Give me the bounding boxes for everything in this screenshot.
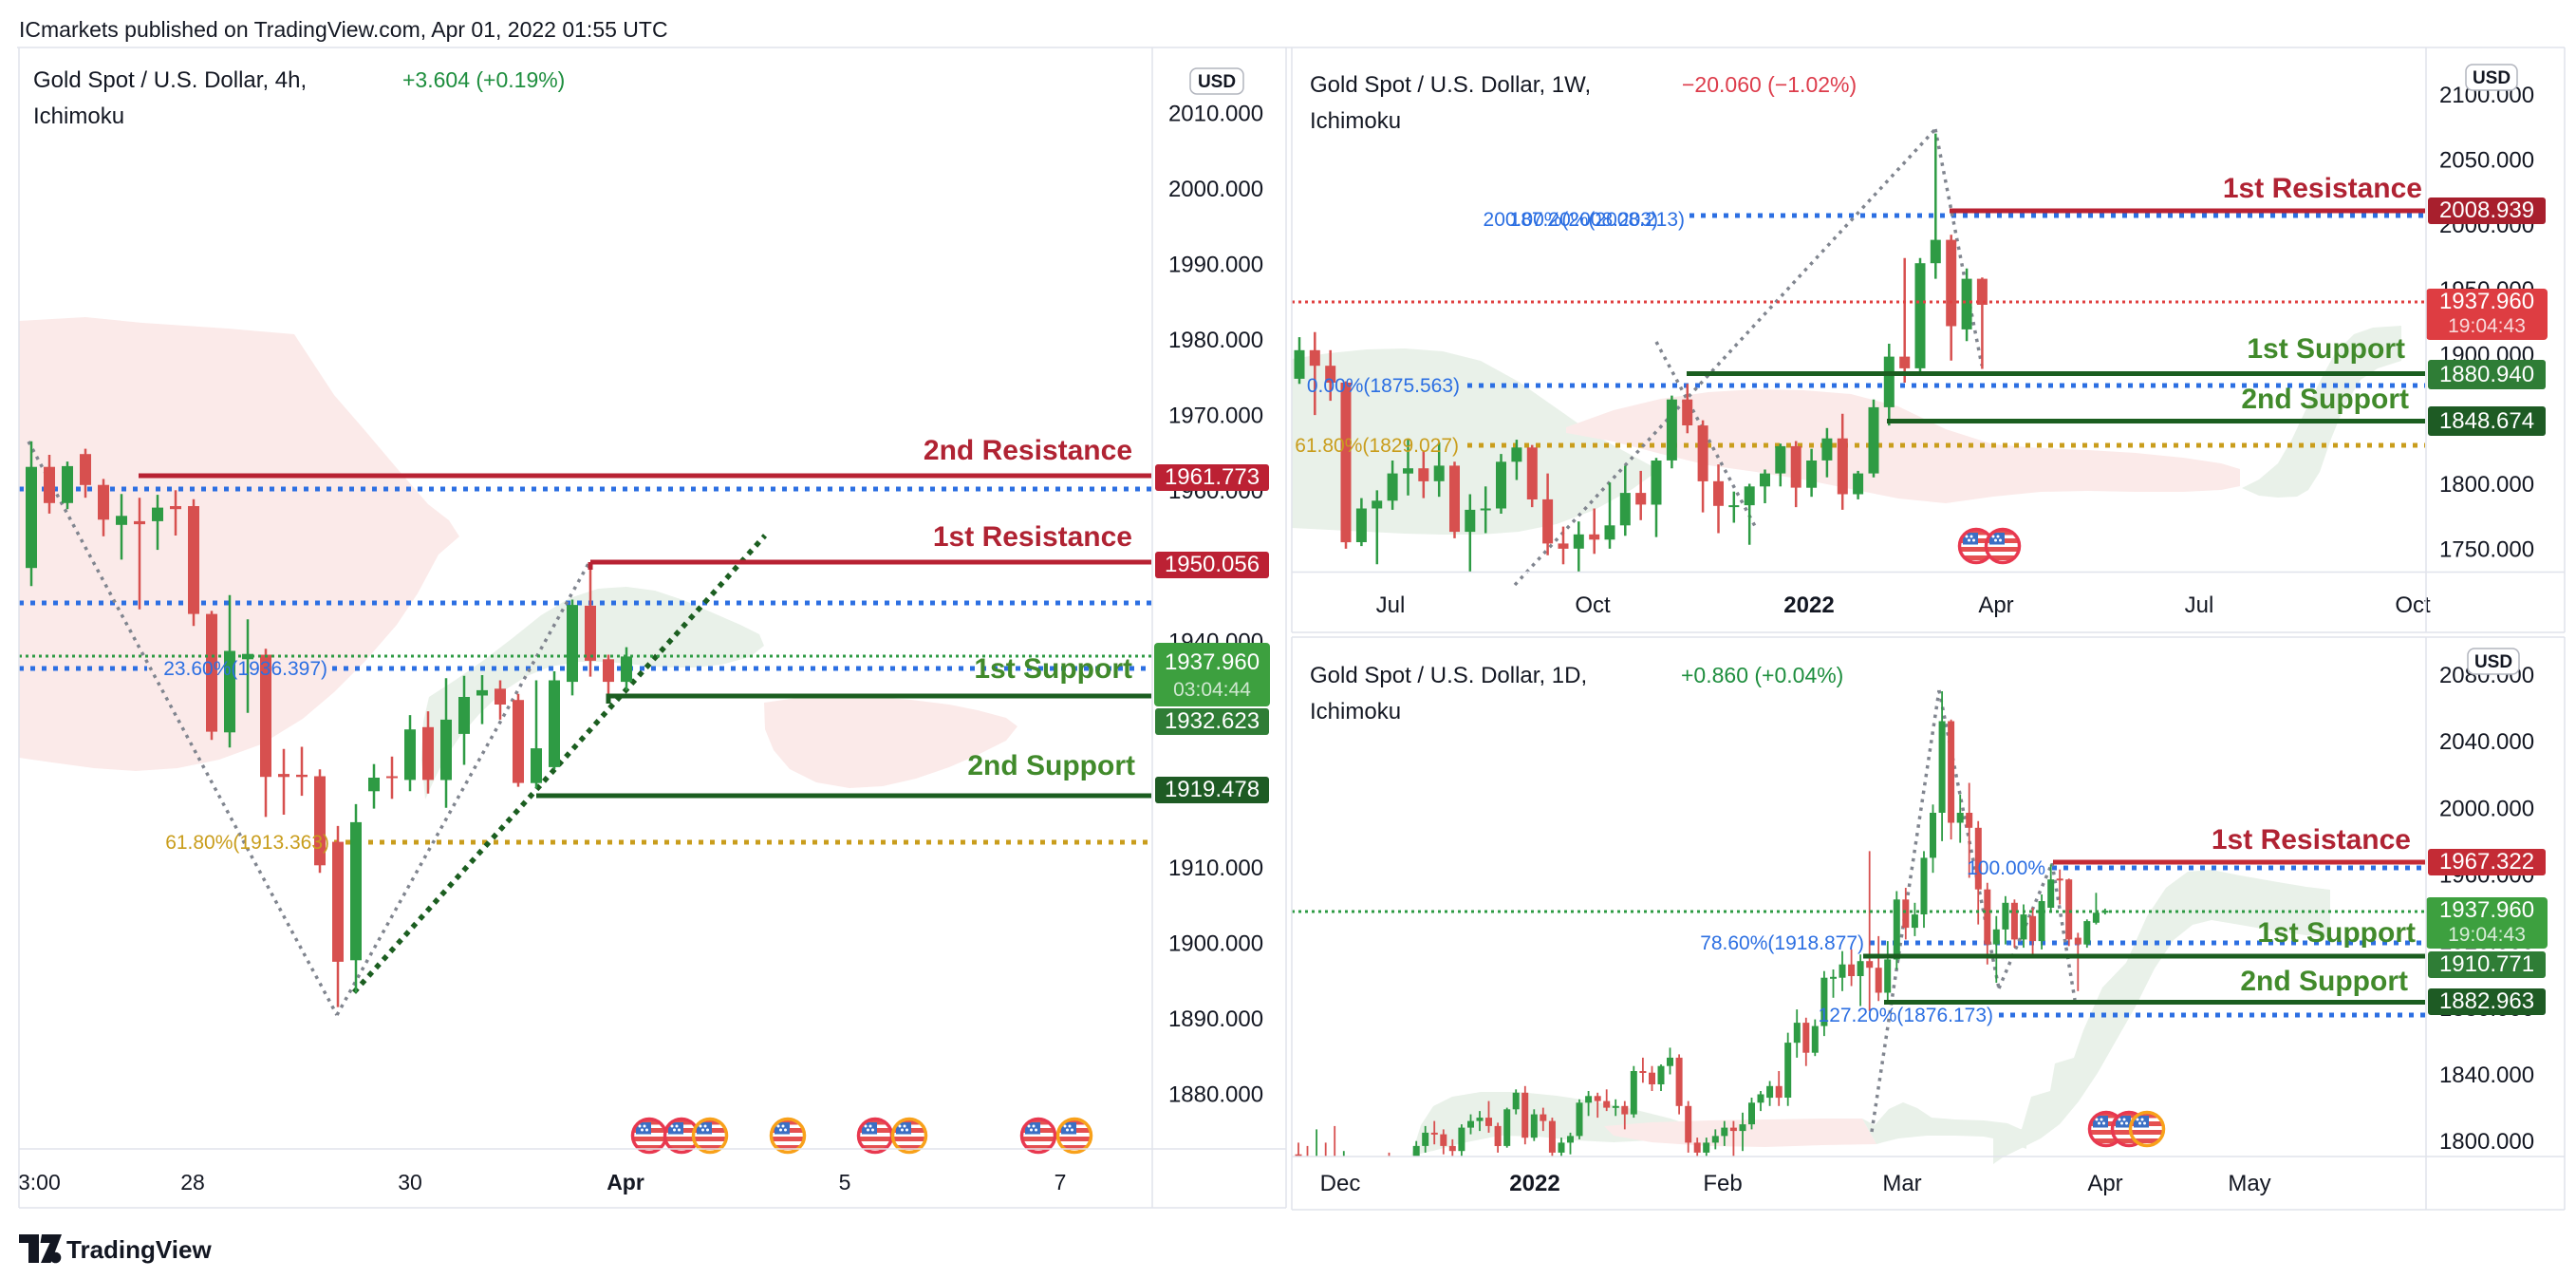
svg-text:2nd Support: 2nd Support	[967, 750, 1135, 781]
svg-text:3:00: 3:00	[18, 1170, 61, 1194]
svg-text:May: May	[2228, 1171, 2270, 1196]
svg-text:+3.604 (+0.19%): +3.604 (+0.19%)	[402, 67, 565, 92]
svg-text:+0.860 (+0.04%): +0.860 (+0.04%)	[1681, 663, 1843, 687]
svg-text:1848.674: 1848.674	[2439, 408, 2534, 434]
svg-text:ICmarkets published on Trading: ICmarkets published on TradingView.com, …	[19, 17, 668, 42]
svg-text:19:04:43: 19:04:43	[2448, 315, 2526, 337]
svg-text:USD: USD	[2473, 68, 2511, 88]
svg-text:Mar: Mar	[1882, 1171, 1921, 1196]
svg-text:03:04:44: 03:04:44	[1173, 679, 1251, 701]
svg-text:61.80%(1829.027): 61.80%(1829.027)	[1295, 435, 1459, 457]
svg-text:1990.000: 1990.000	[1168, 252, 1263, 277]
svg-text:1st Support: 1st Support	[2247, 333, 2405, 365]
svg-text:1750.000: 1750.000	[2439, 536, 2534, 562]
svg-text:−20.060 (−1.02%): −20.060 (−1.02%)	[1682, 72, 1857, 97]
svg-text:TradingView: TradingView	[66, 1235, 212, 1264]
svg-text:127.20%(1876.173): 127.20%(1876.173)	[1819, 1005, 1993, 1026]
svg-text:1st Resistance: 1st Resistance	[933, 521, 1132, 553]
svg-text:23.60%(1936.397): 23.60%(1936.397)	[163, 658, 327, 680]
svg-text:2022: 2022	[1509, 1171, 1559, 1196]
svg-text:Apr: Apr	[1978, 592, 2013, 618]
svg-text:1937.960: 1937.960	[1165, 649, 1260, 675]
svg-text:1800.000: 1800.000	[2439, 1129, 2534, 1155]
svg-text:30: 30	[398, 1170, 422, 1194]
svg-text:Oct: Oct	[2395, 592, 2431, 618]
svg-text:1950.056: 1950.056	[1165, 552, 1260, 577]
svg-text:1910.771: 1910.771	[2439, 951, 2534, 977]
svg-text:Apr: Apr	[607, 1170, 644, 1194]
svg-text:USD: USD	[2474, 652, 2512, 672]
svg-text:1880.940: 1880.940	[2439, 362, 2534, 387]
svg-text:1961.773: 1961.773	[1165, 464, 1260, 490]
svg-text:Ichimoku: Ichimoku	[1310, 699, 1401, 724]
svg-text:100.00%: 100.00%	[1967, 857, 2045, 879]
svg-text:1840.000: 1840.000	[2439, 1063, 2534, 1088]
svg-text:Gold Spot / U.S. Dollar, 1D,: Gold Spot / U.S. Dollar, 1D,	[1310, 663, 1587, 688]
svg-text:Jul: Jul	[1376, 592, 1406, 618]
svg-text:2nd Support: 2nd Support	[2241, 384, 2409, 415]
svg-text:1882.963: 1882.963	[2439, 988, 2534, 1014]
svg-text:Ichimoku: Ichimoku	[33, 103, 124, 129]
svg-text:1880.000: 1880.000	[1168, 1082, 1263, 1108]
svg-text:2nd Resistance: 2nd Resistance	[924, 435, 1132, 466]
svg-text:1980.000: 1980.000	[1168, 328, 1263, 353]
svg-text:Jul: Jul	[2185, 592, 2214, 618]
svg-text:187.20%(2008.213): 187.20%(2008.213)	[1510, 209, 1685, 231]
svg-text:2000.000: 2000.000	[2439, 796, 2534, 821]
svg-text:2050.000: 2050.000	[2439, 147, 2534, 173]
svg-text:19:04:43: 19:04:43	[2448, 924, 2526, 946]
svg-text:2022: 2022	[1783, 592, 1834, 618]
svg-text:2008.939: 2008.939	[2439, 197, 2534, 223]
svg-text:1932.623: 1932.623	[1165, 708, 1260, 734]
svg-text:2nd Support: 2nd Support	[2240, 966, 2408, 997]
svg-text:1st Support: 1st Support	[2257, 917, 2416, 949]
svg-text:Feb: Feb	[1703, 1171, 1742, 1196]
svg-text:Apr: Apr	[2087, 1171, 2122, 1196]
svg-text:2000.000: 2000.000	[1168, 177, 1263, 202]
svg-text:28: 28	[180, 1170, 205, 1194]
svg-text:Gold Spot / U.S. Dollar, 1W,: Gold Spot / U.S. Dollar, 1W,	[1310, 72, 1591, 98]
svg-text:78.60%(1918.877): 78.60%(1918.877)	[1700, 932, 1864, 954]
svg-text:1900.000: 1900.000	[1168, 931, 1263, 957]
svg-text:Gold Spot / U.S. Dollar, 4h,: Gold Spot / U.S. Dollar, 4h,	[33, 67, 307, 93]
svg-text:1st Resistance: 1st Resistance	[2212, 824, 2411, 856]
svg-text:Ichimoku: Ichimoku	[1310, 108, 1401, 134]
svg-text:1800.000: 1800.000	[2439, 472, 2534, 498]
svg-text:1919.478: 1919.478	[1165, 777, 1260, 802]
svg-text:1910.000: 1910.000	[1168, 856, 1263, 881]
svg-text:1970.000: 1970.000	[1168, 403, 1263, 428]
svg-text:1890.000: 1890.000	[1168, 1006, 1263, 1032]
svg-text:Oct: Oct	[1575, 592, 1611, 618]
svg-text:5: 5	[839, 1170, 851, 1194]
svg-text:1937.960: 1937.960	[2439, 289, 2534, 314]
svg-text:1st Resistance: 1st Resistance	[2223, 173, 2422, 204]
svg-text:1st Support: 1st Support	[974, 653, 1132, 685]
svg-text:Dec: Dec	[1320, 1171, 1361, 1196]
svg-text:USD: USD	[1198, 72, 1236, 92]
svg-text:200.00%(2008.203): 200.00%(2008.203)	[1484, 209, 1658, 231]
svg-text:7: 7	[1055, 1170, 1067, 1194]
svg-text:1967.322: 1967.322	[2439, 849, 2534, 875]
svg-text:61.80%(1913.363): 61.80%(1913.363)	[165, 832, 329, 854]
svg-text:2040.000: 2040.000	[2439, 729, 2534, 755]
svg-text:1937.960: 1937.960	[2439, 897, 2534, 923]
svg-text:2010.000: 2010.000	[1168, 102, 1263, 127]
svg-text:0.00%(1875.563): 0.00%(1875.563)	[1307, 375, 1460, 397]
